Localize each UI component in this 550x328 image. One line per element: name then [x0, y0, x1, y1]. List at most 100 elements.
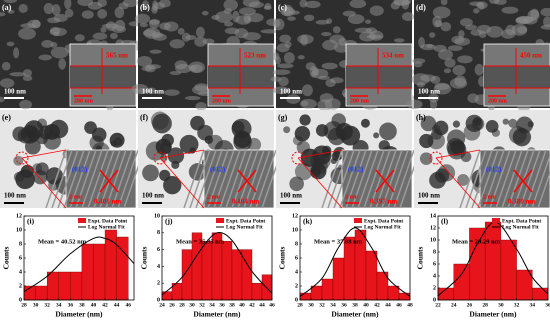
y-tick-label: 4 [19, 269, 22, 275]
lattice-fringe [387, 149, 409, 209]
panel-label: (k) [303, 217, 313, 226]
inset-scale-label: 2 nm [207, 194, 220, 200]
lattice-fringe [243, 149, 265, 209]
y-tick-label: 2 [19, 283, 22, 289]
grain [3, 0, 18, 4]
grain [136, 55, 153, 67]
legend-label: Log Normal Fit [226, 224, 263, 230]
fit-curve [299, 227, 411, 297]
panel-label: (j) [165, 217, 173, 226]
lattice-fringe [207, 149, 229, 209]
grain [92, 32, 108, 40]
spacing-mark [375, 169, 395, 193]
particle [373, 132, 380, 139]
x-axis-label: Diameter (nm) [55, 310, 103, 319]
thickness-label: 450 nm [520, 52, 542, 60]
panel-label: (f) [140, 113, 148, 122]
grain [0, 96, 5, 103]
particle [452, 120, 461, 128]
plane-label: (012) [72, 166, 88, 174]
grain [452, 64, 466, 76]
spacing-label: 0.397 nm [370, 198, 397, 206]
y-tick-label: 10 [16, 227, 22, 233]
lattice-fringe [189, 149, 211, 209]
grain [260, 29, 279, 34]
grain [23, 69, 32, 77]
grain [19, 99, 32, 110]
y-tick-label: 2 [295, 283, 298, 289]
grain [77, 0, 94, 7]
grain [51, 4, 61, 16]
x-tick-label: 36 [68, 302, 74, 308]
grain [64, 0, 72, 10]
particle [502, 118, 509, 125]
x-tick-label: 30 [33, 302, 39, 308]
y-tick-label: 4 [295, 269, 298, 275]
y-tick-label: 2 [157, 281, 160, 287]
x-tick-label: 40 [363, 302, 369, 308]
hrtem-inset [65, 149, 137, 209]
lattice-fringe [369, 149, 391, 209]
x-tick-label: 28 [21, 302, 27, 308]
particle [447, 140, 467, 160]
bar [251, 283, 263, 301]
grain [201, 10, 209, 16]
plot-frame [437, 215, 549, 301]
particle [44, 123, 61, 140]
x-tick-label: 44 [385, 302, 391, 308]
grain [102, 23, 119, 29]
particle [28, 131, 40, 142]
spacing-mark [237, 169, 257, 193]
grain [13, 47, 20, 59]
grain [152, 33, 167, 41]
grain [449, 77, 468, 89]
legend-label: Expt. Data Point [88, 218, 127, 224]
grain [81, 10, 94, 19]
particle [110, 140, 117, 147]
particle [420, 115, 437, 132]
y-tick-label: 6 [433, 261, 436, 267]
x-tick-label: 34 [209, 302, 215, 308]
grain [0, 12, 6, 17]
scale-bar-label: 100 nm [142, 192, 164, 200]
lattice-fringe [57, 149, 79, 209]
grain [279, 34, 291, 43]
bar [532, 287, 549, 301]
thickness-label: 534 nm [382, 52, 404, 60]
grain [470, 29, 483, 36]
x-tick-label: 38 [79, 302, 85, 308]
lattice-fringe [519, 149, 541, 209]
grain [451, 35, 465, 44]
zoom-line [159, 157, 205, 209]
grain [283, 52, 295, 64]
selection-circle [291, 151, 305, 165]
particle [167, 147, 185, 164]
x-tick-label: 36 [341, 302, 347, 308]
grain [329, 77, 344, 84]
grain [297, 34, 314, 44]
y-tick-label: 12 [430, 225, 436, 231]
grain [97, 8, 108, 19]
particle [419, 152, 433, 165]
zoom-line [21, 149, 67, 159]
lattice-fringe [225, 149, 247, 209]
grain [18, 27, 36, 40]
grain [390, 1, 400, 10]
lattice-fringe [327, 149, 349, 209]
zoom-line [435, 157, 481, 209]
grain [139, 22, 148, 28]
grain [401, 12, 415, 22]
zoom-line [159, 149, 205, 159]
grain [47, 17, 61, 24]
y-tick-label: 12 [292, 213, 298, 219]
grain [18, 3, 28, 14]
grain [444, 58, 456, 68]
selection-circle [429, 151, 443, 165]
particle [437, 164, 456, 182]
particle [289, 176, 304, 192]
lattice-fringe [183, 149, 205, 209]
mean-annotation: Mean = 40.52 nm [38, 238, 87, 245]
x-tick-label: 30 [189, 302, 195, 308]
y-tick-label: 2 [433, 285, 436, 291]
selection-circle [15, 151, 29, 165]
